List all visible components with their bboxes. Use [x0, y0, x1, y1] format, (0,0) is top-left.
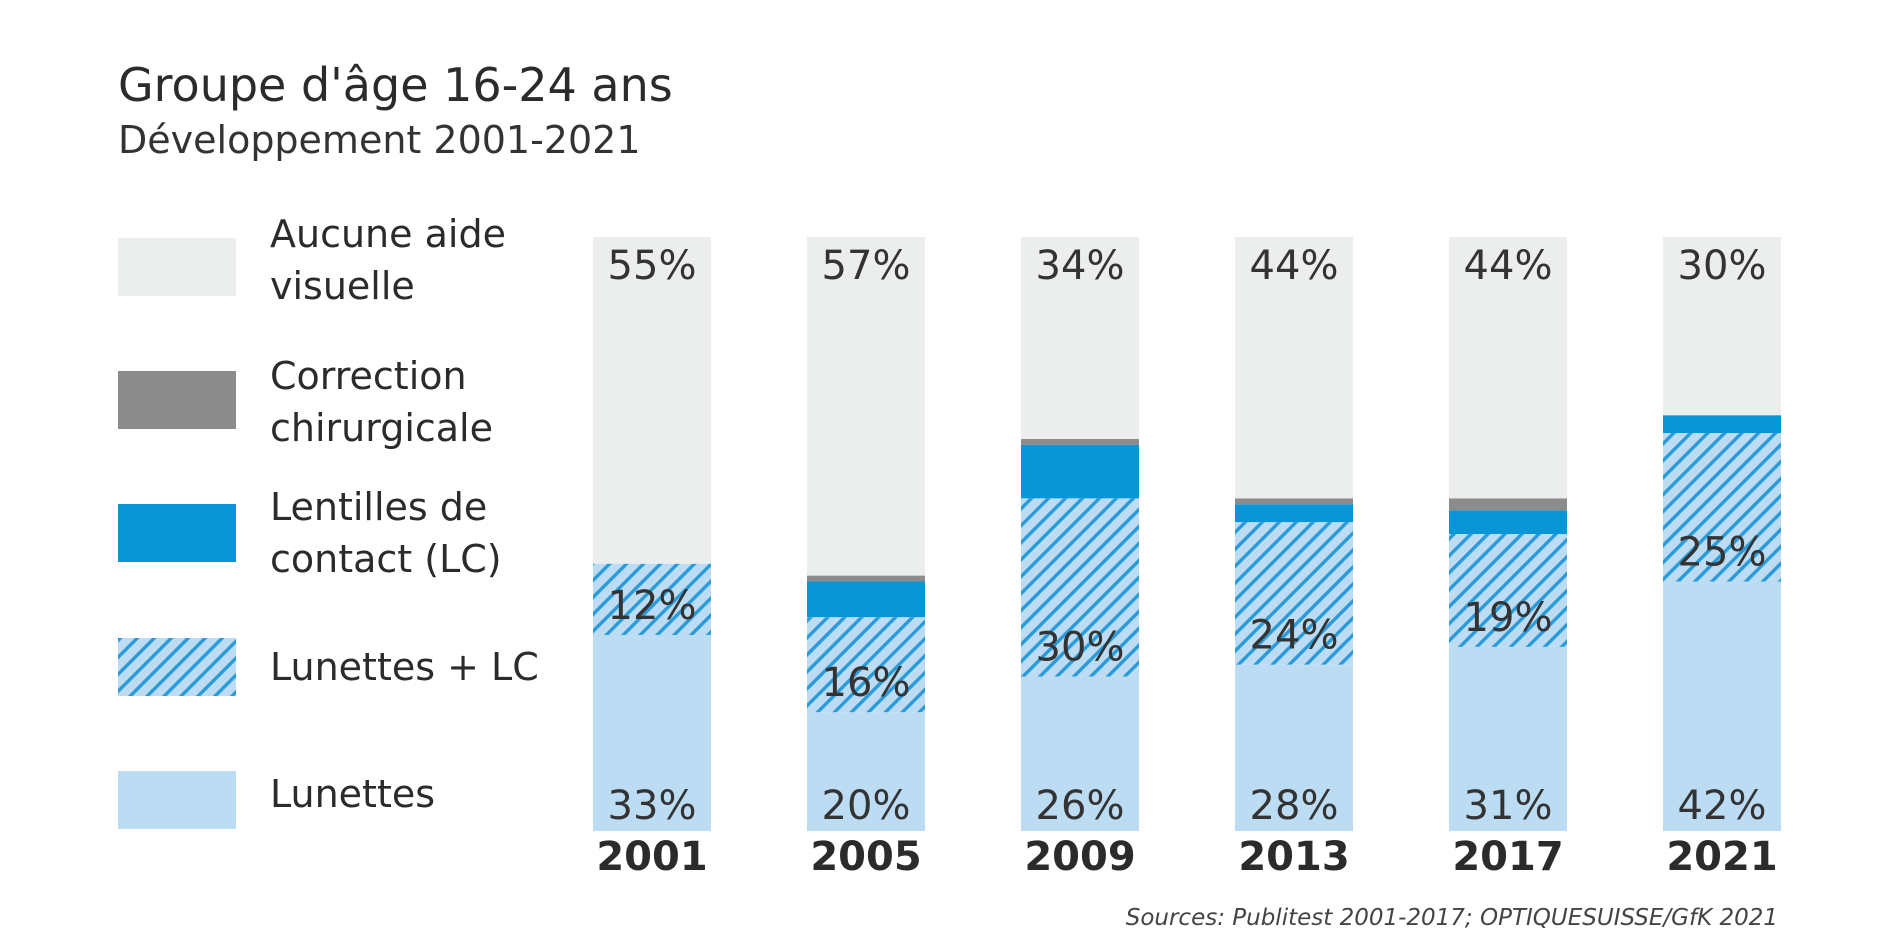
data-label-lunettes-lc-2005: 16%: [822, 660, 911, 706]
bar-segment-2009-0: [1021, 676, 1139, 831]
bar-segment-2005-4: [807, 237, 925, 576]
bar-segment-2005-2: [807, 581, 925, 618]
legend-label-correction: Correction chirurgicale: [270, 354, 493, 450]
bar-segment-2017-3: [1449, 498, 1567, 511]
bar-segment-2009-4: [1021, 237, 1139, 439]
bar-segment-2021-2: [1663, 415, 1781, 434]
bar-segment-2013-1: [1235, 522, 1353, 665]
data-label-aucune-2017: 44%: [1464, 243, 1553, 289]
data-label-aucune-2001: 55%: [608, 243, 697, 289]
data-label-lunettes-lc-2009: 30%: [1036, 625, 1125, 671]
data-label-lunettes-2013: 28%: [1250, 783, 1339, 829]
bar-segment-2005-0: [807, 712, 925, 831]
legend-swatch-lunettes: [118, 771, 236, 829]
data-label-lunettes-lc-2017: 19%: [1464, 595, 1553, 641]
bar-segment-2021-0: [1663, 581, 1781, 831]
legend-label-aucune: Aucune aide visuelle: [270, 212, 506, 308]
data-label-lunettes-lc-2021: 25%: [1678, 530, 1767, 576]
data-label-aucune-2005: 57%: [822, 243, 911, 289]
x-tick-label-2013: 2013: [1238, 834, 1349, 880]
bar-segment-2009-3: [1021, 438, 1139, 445]
bar-segment-2013-2: [1235, 504, 1353, 523]
bar-segment-2013-4: [1235, 237, 1353, 499]
x-tick-label-2009: 2009: [1024, 834, 1135, 880]
bar-segment-2017-0: [1449, 646, 1567, 831]
data-label-lunettes-lc-2001: 12%: [608, 583, 697, 629]
legend-swatch-lentilles: [118, 504, 236, 562]
bar-segment-2005-3: [807, 575, 925, 582]
legend-swatch-lunettes-lc: [118, 638, 236, 696]
bar-segment-2013-0: [1235, 664, 1353, 831]
data-label-lunettes-2005: 20%: [822, 783, 911, 829]
data-label-lunettes-2017: 31%: [1464, 783, 1553, 829]
bar-segment-2005-1: [807, 617, 925, 713]
legend-swatch-aucune: [118, 238, 236, 296]
legend-swatch-correction: [118, 371, 236, 429]
source-note: Sources: Publitest 2001-2017; OPTIQUESUI…: [1125, 905, 1778, 931]
data-label-aucune-2009: 34%: [1036, 243, 1125, 289]
chart-subtitle: Développement 2001-2021: [118, 118, 641, 162]
data-label-lunettes-2021: 42%: [1678, 783, 1767, 829]
bar-segment-2017-4: [1449, 237, 1567, 499]
bar-segment-2001-0: [593, 634, 711, 831]
bar-segment-2009-1: [1021, 498, 1139, 677]
bar-segment-2001-4: [593, 237, 711, 564]
legend-label-lunettes: Lunettes: [270, 772, 436, 816]
data-label-lunettes-lc-2013: 24%: [1250, 613, 1339, 659]
data-label-aucune-2013: 44%: [1250, 243, 1339, 289]
bar-segment-2001-1: [593, 563, 711, 635]
bar-segment-2021-4: [1663, 237, 1781, 416]
data-label-lunettes-2009: 26%: [1036, 783, 1125, 829]
bar-segment-2009-2: [1021, 444, 1139, 499]
bar-segment-2021-1: [1663, 433, 1781, 582]
x-tick-label-2021: 2021: [1666, 834, 1777, 880]
legend-label-lunettes-lc: Lunettes + LC: [270, 645, 539, 689]
bar-segment-2017-2: [1449, 510, 1567, 534]
x-tick-label-2017: 2017: [1452, 834, 1563, 880]
data-label-aucune-2021: 30%: [1678, 243, 1767, 289]
chart-title: Groupe d'âge 16-24 ans: [118, 58, 673, 112]
x-tick-label-2005: 2005: [810, 834, 921, 880]
x-tick-label-2001: 2001: [596, 834, 707, 880]
bar-segment-2017-1: [1449, 534, 1567, 647]
data-label-lunettes-2001: 33%: [608, 783, 697, 829]
legend-label-lentilles: Lentilles de contact (LC): [270, 485, 502, 581]
bar-segment-2013-3: [1235, 498, 1353, 505]
